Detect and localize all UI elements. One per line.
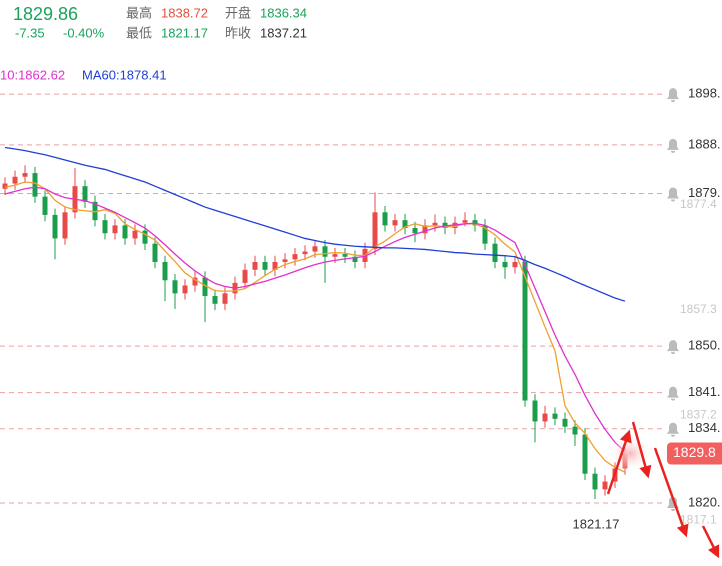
candle-body [262,261,268,270]
candle-body [322,246,328,257]
ma-line [4,146,626,302]
y-tick-label: 1898. [688,86,721,101]
candle-body [602,481,608,490]
candle-body [62,212,68,239]
y-tick-label: 1841. [688,384,721,399]
price-mark: 1877.4 [680,197,717,211]
candle-body [172,280,178,294]
price-mark: 1837.2 [680,407,717,421]
candle-body [492,243,498,262]
min-label: 1821.17 [573,516,620,531]
stat-value: 1838.72 [161,5,208,20]
candle-body [212,295,218,304]
alert-bell [667,88,679,103]
candle-body [22,173,28,177]
candle-body [512,261,518,268]
candle-body [112,225,118,234]
alert-bell [667,422,679,437]
last-price-tag [667,442,722,465]
candle-body [552,413,558,419]
candle-body [432,222,438,226]
arrow [631,421,652,479]
ma-line [4,181,626,473]
candle-body [12,176,18,184]
change-pct: -0.40% [63,25,105,40]
candle-body [412,227,418,234]
legend-entry: 10:1862.62 [0,67,65,82]
price-mark: 1817.1 [680,512,717,526]
last-price: 1829.86 [13,4,78,24]
candle-body [2,183,8,189]
candle-body [42,196,48,215]
candle-body [202,277,208,296]
candle-body [582,434,588,474]
candle-body [302,251,308,255]
arrow [653,447,689,538]
candle-body [222,293,228,304]
alert-bell [667,340,679,355]
candle-body [192,277,198,286]
candle-body [482,225,488,244]
stat-value: 1836.34 [260,5,307,20]
candle-body [132,230,138,239]
candle-body [532,400,538,422]
candle-body [282,259,288,262]
stat-label: 最高 [126,5,152,20]
change: -7.35 [15,25,45,40]
candle-body [182,285,188,294]
stat-label: 开盘 [225,5,251,20]
stat-label: 昨收 [225,25,251,40]
ma-line [4,186,626,453]
candle-body [352,256,358,262]
candle-body [32,173,38,197]
y-tick-label: 1888. [688,136,721,151]
y-tick-label: 1850. [688,338,721,353]
candle-body [242,269,248,283]
candle-body [82,186,88,202]
candle-body [142,230,148,244]
candle-body [562,418,568,427]
candle-body [542,413,548,422]
candle-body [422,225,428,234]
last-price-label: 1829.8 [673,444,716,460]
candle-body [502,261,508,268]
stat-label: 最低 [126,25,152,40]
y-tick-label: 1834. [688,420,721,435]
candle-body [572,426,578,435]
arrow [606,429,632,495]
annotation-arrows [606,421,720,559]
stat-value: 1837.21 [260,25,307,40]
candle-body [522,261,528,401]
candle-body [312,246,318,252]
candle-body [92,201,98,221]
price-mark: 1857.3 [680,302,717,316]
candle-body [52,214,58,239]
stat-value: 1821.17 [161,25,208,40]
candle-body [392,220,398,226]
candle-body [382,212,388,226]
candle-body [152,243,158,262]
legend-entry: MA60:1878.41 [82,67,167,82]
candle-body [592,473,598,490]
candle-body [332,254,338,257]
y-tick-label: 1820. [688,494,721,509]
candle-body [402,220,408,228]
y-tick-label: 1879. [688,185,721,200]
arrow [701,525,720,559]
candle-body [162,261,168,281]
alert-bell [667,386,679,401]
candle-body [252,261,258,270]
candle-body [372,212,378,249]
candle-body [462,220,468,223]
candle-body [272,261,278,270]
alert-bell [667,138,679,153]
alert-bell [667,187,679,202]
candle-body [342,254,348,257]
candle-body [102,220,108,234]
candle-body [122,225,128,239]
candle-body [292,254,298,260]
plot-area: 1898. 1888. 1879. 1850. 1841. 1834. 1820. 1877.… [0,86,722,531]
